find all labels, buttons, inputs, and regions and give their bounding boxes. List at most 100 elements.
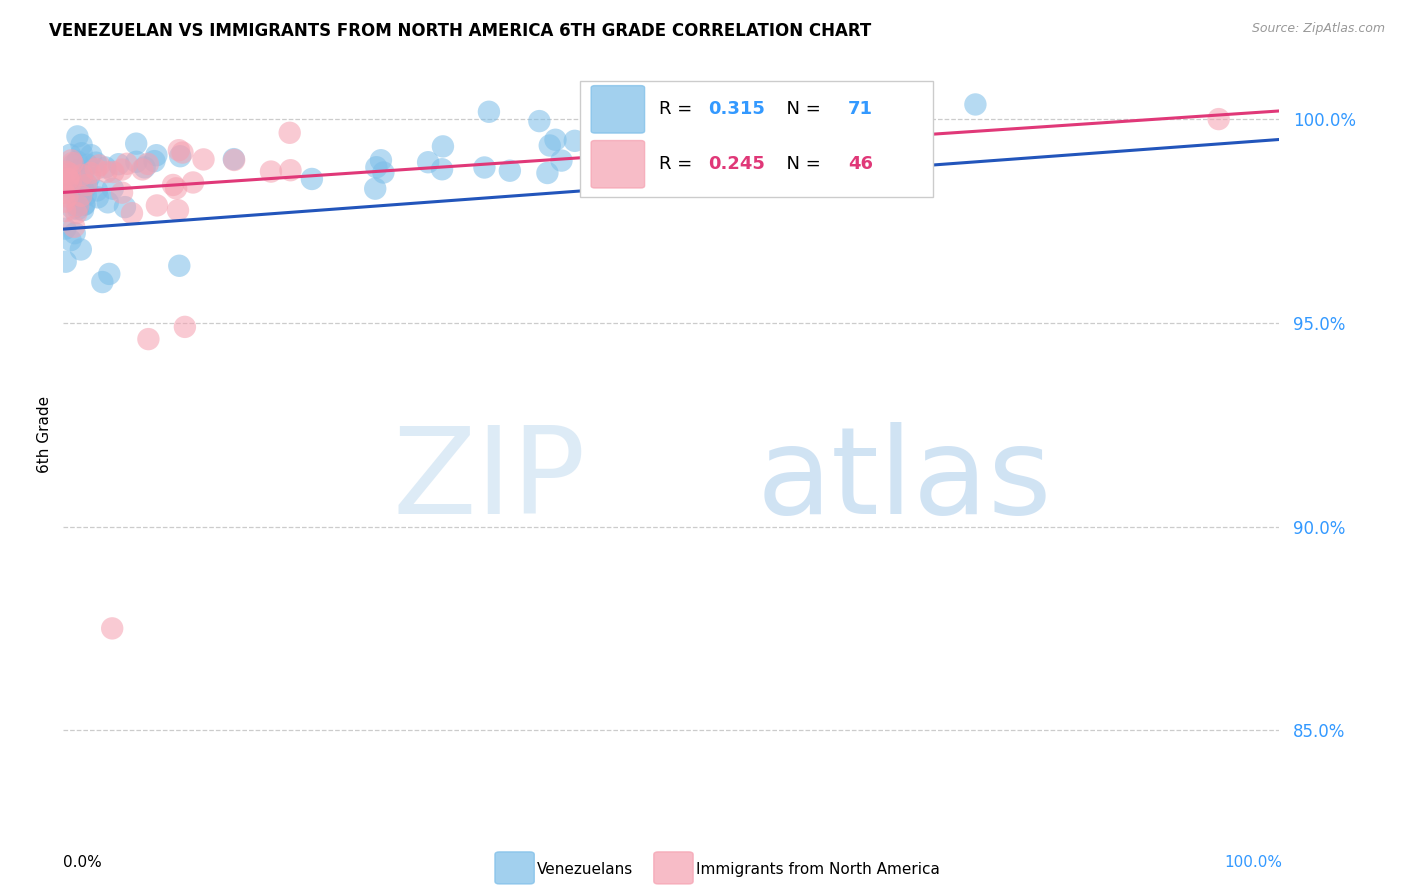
- Point: [94, 161, 117, 175]
- Point: [167, 143, 190, 157]
- Point: [53, 175, 76, 189]
- Point: [97, 195, 120, 210]
- Point: [366, 160, 388, 174]
- Point: [174, 319, 197, 334]
- Point: [72, 203, 94, 218]
- Point: [550, 153, 572, 168]
- Point: [115, 157, 138, 171]
- Point: [965, 97, 987, 112]
- Point: [134, 161, 156, 175]
- Point: [58, 172, 80, 186]
- Point: [172, 145, 194, 160]
- Point: [1208, 112, 1230, 127]
- Point: [76, 158, 98, 172]
- Point: [55, 165, 77, 179]
- Point: [60, 181, 83, 195]
- Point: [53, 194, 76, 209]
- Point: [131, 162, 153, 177]
- Point: [86, 184, 108, 198]
- Point: [63, 226, 86, 240]
- Point: [538, 138, 561, 153]
- Point: [76, 178, 98, 192]
- Point: [499, 163, 522, 178]
- Point: [430, 162, 453, 177]
- Point: [125, 136, 148, 151]
- Point: [66, 129, 89, 144]
- Point: [87, 190, 110, 204]
- FancyBboxPatch shape: [591, 141, 644, 188]
- Point: [136, 157, 159, 171]
- Point: [73, 197, 96, 211]
- Point: [364, 182, 387, 196]
- Point: [564, 134, 586, 148]
- Point: [66, 202, 89, 216]
- Point: [53, 204, 76, 219]
- Point: [474, 161, 496, 175]
- Point: [111, 186, 134, 200]
- Point: [544, 133, 567, 147]
- Text: Source: ZipAtlas.com: Source: ZipAtlas.com: [1251, 22, 1385, 36]
- Point: [373, 165, 395, 179]
- Point: [529, 114, 551, 128]
- Point: [664, 130, 686, 145]
- Point: [59, 175, 82, 189]
- Point: [98, 267, 121, 281]
- Point: [280, 163, 302, 178]
- Point: [65, 206, 87, 220]
- Text: Venezuelans: Venezuelans: [537, 863, 633, 877]
- Text: 100.0%: 100.0%: [1225, 855, 1282, 870]
- Point: [56, 190, 79, 204]
- Point: [107, 157, 129, 171]
- Point: [77, 170, 100, 185]
- Point: [91, 275, 114, 289]
- Point: [70, 180, 93, 194]
- FancyBboxPatch shape: [581, 80, 932, 197]
- Point: [260, 164, 283, 178]
- Point: [169, 259, 191, 273]
- Text: 0.245: 0.245: [707, 155, 765, 173]
- Point: [55, 174, 77, 188]
- Point: [169, 149, 191, 163]
- Point: [63, 219, 86, 234]
- Point: [53, 186, 76, 201]
- Point: [56, 171, 79, 186]
- Text: VENEZUELAN VS IMMIGRANTS FROM NORTH AMERICA 6TH GRADE CORRELATION CHART: VENEZUELAN VS IMMIGRANTS FROM NORTH AMER…: [49, 22, 872, 40]
- Point: [62, 157, 84, 171]
- Point: [301, 172, 323, 186]
- Point: [165, 181, 187, 195]
- Text: 0.315: 0.315: [707, 100, 765, 119]
- Text: atlas: atlas: [756, 422, 1052, 539]
- Point: [536, 166, 558, 180]
- Point: [599, 164, 621, 178]
- Text: Immigrants from North America: Immigrants from North America: [696, 863, 939, 877]
- Point: [72, 168, 94, 182]
- Point: [181, 176, 204, 190]
- FancyBboxPatch shape: [591, 86, 644, 133]
- Point: [70, 146, 93, 161]
- Point: [60, 153, 83, 168]
- Point: [59, 233, 82, 247]
- Point: [59, 167, 82, 181]
- Point: [75, 178, 97, 192]
- Point: [56, 176, 79, 190]
- Point: [370, 153, 392, 168]
- Point: [84, 155, 107, 169]
- Point: [65, 164, 87, 178]
- Point: [80, 148, 103, 162]
- Text: ZIP: ZIP: [392, 422, 586, 539]
- Point: [418, 155, 440, 169]
- Point: [121, 206, 143, 220]
- Point: [125, 154, 148, 169]
- Point: [693, 129, 716, 144]
- Text: R =: R =: [659, 155, 699, 173]
- Point: [478, 104, 501, 119]
- Point: [66, 154, 89, 169]
- Point: [96, 165, 118, 179]
- Point: [162, 178, 184, 192]
- Point: [62, 156, 84, 170]
- Point: [278, 126, 301, 140]
- Point: [70, 168, 93, 182]
- Text: R =: R =: [659, 100, 699, 119]
- Point: [79, 166, 101, 180]
- Point: [69, 243, 91, 257]
